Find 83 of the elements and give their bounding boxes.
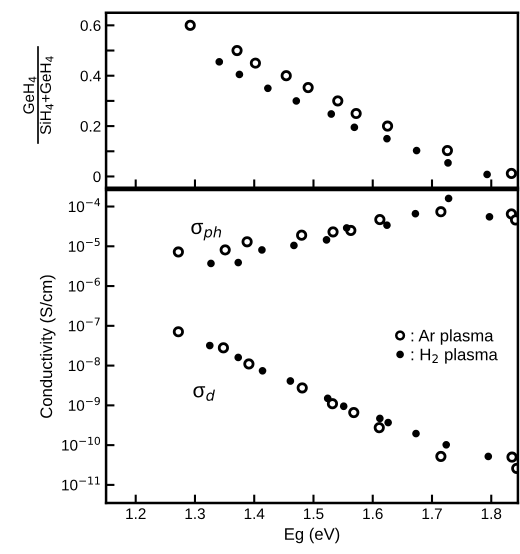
x-tick-label: 1.7	[422, 508, 442, 519]
y-tick-label: 10$^{−4}$	[68, 198, 100, 212]
point	[220, 244, 231, 256]
point	[327, 226, 339, 238]
point	[383, 221, 391, 229]
point	[172, 246, 184, 258]
y-tick-label: 0.4	[80, 70, 101, 82]
x-tick-label: 1.4	[244, 508, 264, 519]
point	[506, 452, 518, 463]
point	[280, 70, 292, 82]
point	[374, 422, 385, 434]
x-tick-label: 1.5	[304, 508, 324, 520]
point	[172, 326, 184, 338]
point	[242, 236, 253, 248]
point	[444, 159, 452, 167]
point	[296, 230, 308, 241]
point	[234, 258, 242, 266]
x-tick-label: 1.2	[126, 508, 146, 519]
point	[286, 377, 294, 385]
point	[435, 450, 446, 462]
point	[484, 452, 492, 460]
point	[384, 418, 392, 426]
point	[292, 97, 300, 105]
point	[444, 194, 452, 202]
point	[348, 406, 360, 418]
point	[234, 354, 242, 362]
point	[435, 206, 446, 218]
point	[382, 120, 394, 132]
point	[374, 214, 386, 226]
y-tick-label: 10$^{−9}$	[68, 397, 100, 411]
x-tick-label: 1.3	[186, 508, 205, 520]
annotation: σ$_{ph}$	[191, 222, 222, 240]
point	[243, 358, 254, 370]
point	[207, 260, 215, 268]
x-tick-label: 1.8	[482, 508, 502, 520]
point	[218, 342, 229, 354]
point	[264, 84, 272, 92]
y-axis-title: Conductivity (S/cm)	[40, 275, 56, 418]
y-tick-label: 10$^{−6}$	[68, 278, 100, 292]
point	[350, 124, 358, 132]
point	[342, 224, 350, 232]
point	[290, 242, 298, 250]
point	[322, 236, 330, 244]
point	[340, 402, 348, 410]
point	[350, 108, 362, 120]
point	[258, 366, 266, 375]
point	[442, 144, 453, 156]
point	[258, 246, 266, 254]
y-tick-label: 0.2	[80, 120, 100, 132]
text: GeH$_{4}$ SiH$_{4}$+GeH$_{4}$	[23, 56, 54, 134]
point	[412, 146, 420, 154]
point	[324, 394, 332, 402]
annotation: σ$_{d}$	[193, 386, 215, 401]
y-tick-label: 10$^{−5}$	[68, 238, 100, 252]
point	[236, 70, 244, 78]
point	[332, 95, 344, 106]
legend-label: : Ar plasma	[412, 329, 494, 345]
point	[412, 430, 420, 438]
y-tick-label: 0	[93, 171, 101, 182]
point	[326, 398, 338, 410]
y-tick-label: 10$^{−10}$	[62, 436, 100, 451]
point	[383, 134, 391, 143]
point	[302, 82, 314, 94]
point	[250, 58, 261, 69]
x-axis-title: Eg (eV)	[285, 528, 340, 544]
point	[486, 213, 494, 221]
point	[296, 382, 308, 394]
point	[442, 440, 450, 449]
point	[206, 342, 214, 350]
point	[231, 44, 243, 56]
y-tick-label: 10$^{−7}$	[68, 318, 100, 332]
point	[412, 210, 420, 218]
y-tick-label: 10$^{−8}$	[68, 357, 100, 372]
point	[327, 110, 336, 118]
x-tick-label: 1.6	[363, 508, 383, 520]
y-tick-label: 0.6	[80, 20, 101, 32]
point	[376, 414, 384, 422]
y-tick-label: 10$^{−11}$	[62, 476, 100, 490]
point	[215, 58, 224, 66]
point	[506, 168, 517, 180]
legend-label: : H$_{2}$ plasma	[412, 348, 498, 364]
point	[483, 170, 491, 178]
point	[184, 20, 196, 31]
